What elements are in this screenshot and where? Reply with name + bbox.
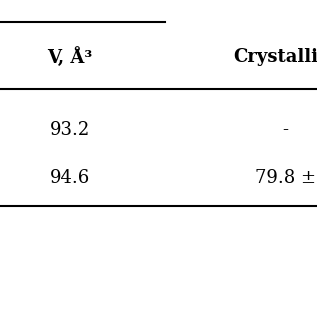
Text: 94.6: 94.6 bbox=[50, 169, 90, 186]
Text: Crystallite: Crystallite bbox=[233, 48, 317, 66]
Text: 93.2: 93.2 bbox=[50, 121, 90, 139]
Text: -: - bbox=[282, 121, 288, 139]
Text: V, Å³: V, Å³ bbox=[47, 47, 92, 67]
Text: 79.8 ±: 79.8 ± bbox=[255, 169, 316, 186]
